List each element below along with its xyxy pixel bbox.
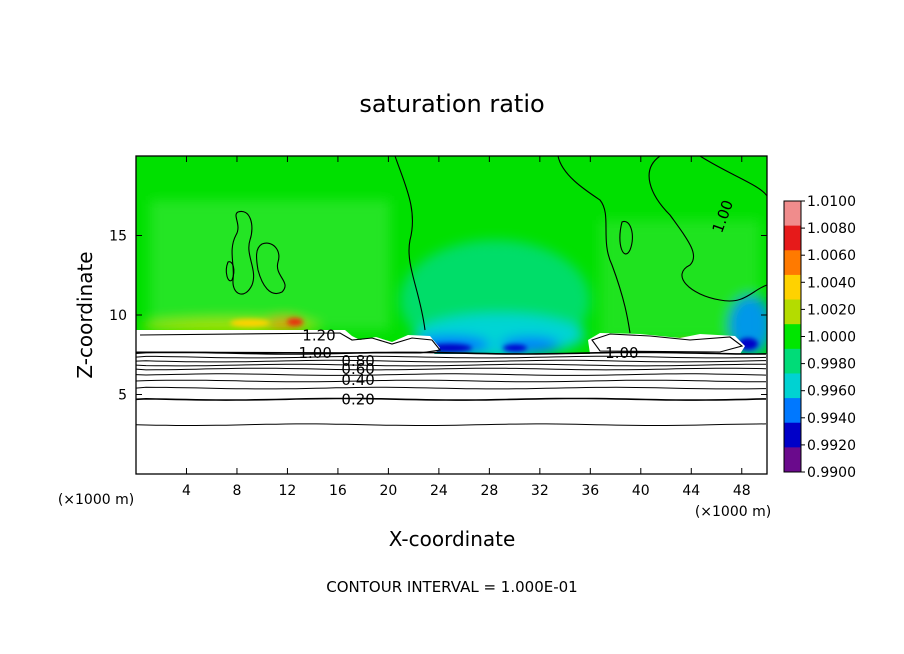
contour-1-00-left xyxy=(394,156,426,331)
layer-contour-line xyxy=(136,423,767,426)
x-tick-label: 20 xyxy=(379,483,397,499)
y-tick-label: 10 xyxy=(109,308,127,324)
colorbar-label: 1.0060 xyxy=(807,248,856,264)
colorbar-segment xyxy=(784,225,801,251)
colorbar-segment xyxy=(784,398,801,424)
layer-contour-line xyxy=(136,367,767,371)
colorbar-label: 0.9940 xyxy=(807,411,856,427)
x-axis: 4 8 12 16 20 24 28 32 36 40 44 48 xyxy=(182,156,751,499)
x-tick-label: 32 xyxy=(531,483,549,499)
contour-1-00-cloud-edge-right xyxy=(591,333,744,353)
colorbar-label: 1.0000 xyxy=(807,330,856,346)
contour-label: 1.00 xyxy=(299,344,332,362)
y-axis-label: Z-coordinate xyxy=(73,251,97,378)
colorbar-segment xyxy=(784,250,801,276)
colorbar-segment xyxy=(784,324,801,350)
contour-1-00-loop-1 xyxy=(231,210,255,295)
colorbar-label: 0.9900 xyxy=(807,465,856,481)
x-tick-label: 16 xyxy=(329,483,347,499)
contour-label: 0.60 xyxy=(341,360,374,378)
layer-contour-line xyxy=(136,351,767,355)
layer-contour-line xyxy=(136,355,767,359)
layer-contour-line xyxy=(136,397,767,401)
colorbar-segment xyxy=(784,201,801,227)
colorbar-segment xyxy=(784,373,801,399)
colorbar-segment xyxy=(784,447,801,473)
y-axis: 5 10 15 xyxy=(109,229,767,404)
x-unit-left: (×1000 m) xyxy=(58,492,134,508)
contour-labels: 1.201.00 0.800.600.400.201.001.00 xyxy=(299,198,737,409)
contour-1-00-upper-right xyxy=(699,156,767,197)
colorbar-label: 0.9980 xyxy=(807,357,856,373)
colorbar: 1.0100 1.0080 1.0060 1.0040 1.0020 1.0000 0.99… xyxy=(783,194,856,481)
contour-1-00-loop-4 xyxy=(619,220,633,255)
contour-label: 1.20 xyxy=(302,327,335,345)
x-tick-label: 8 xyxy=(232,483,241,499)
x-axis-label: X-coordinate xyxy=(389,527,516,551)
contour-label: 0.80 xyxy=(341,352,374,370)
white-lower-region xyxy=(136,354,767,474)
x-unit-right: (×1000 m) xyxy=(695,504,771,520)
lighter-green-patch xyxy=(150,200,390,330)
contour-1-00-loop-3 xyxy=(225,261,235,282)
y-tick-label: 5 xyxy=(118,388,127,404)
layer-contour-line xyxy=(136,363,766,367)
colorbar-label: 1.0020 xyxy=(807,302,856,318)
white-cloud-region-left xyxy=(136,330,440,356)
x-tick-label: 12 xyxy=(279,483,297,499)
layer-contour-line xyxy=(136,386,767,390)
colorbar-label: 0.9920 xyxy=(807,438,856,454)
colorbar-label: 1.0080 xyxy=(807,221,856,237)
colorbar-segment xyxy=(784,274,801,301)
contour-label: 1.00 xyxy=(605,344,638,362)
x-tick-label: 44 xyxy=(682,483,700,499)
layer-contour-line xyxy=(136,373,767,376)
colorbar-label: 1.0040 xyxy=(807,275,856,291)
contour-1-00-loop-2 xyxy=(255,242,286,294)
colorbar-segment xyxy=(784,348,801,374)
contour-1-00-cloud-edge-left xyxy=(136,332,442,354)
x-tick-label: 36 xyxy=(581,483,599,499)
x-tick-label: 40 xyxy=(632,483,650,499)
y-tick-label: 15 xyxy=(109,229,127,245)
contour-interval-text: CONTOUR INTERVAL = 1.000E-01 xyxy=(326,578,577,596)
colorbar-label: 0.9960 xyxy=(807,384,856,400)
layer-contours xyxy=(136,351,767,426)
contour-1-00-right xyxy=(648,156,767,302)
red-spot xyxy=(287,318,303,326)
layer-contour-line xyxy=(136,359,767,363)
chart-title: saturation ratio xyxy=(359,90,544,118)
contour-1-00-center xyxy=(557,156,631,334)
x-tick-label: 28 xyxy=(480,483,498,499)
dark-blue-core-2 xyxy=(503,344,527,352)
layer-contour-line xyxy=(136,379,766,383)
x-tick-label: 24 xyxy=(430,483,448,499)
colorbar-label: 1.0100 xyxy=(807,194,856,210)
x-tick-label: 4 xyxy=(182,483,191,499)
colorbar-segment xyxy=(784,299,801,325)
colorbar-segment xyxy=(784,422,801,448)
contour-label: 0.40 xyxy=(341,371,374,389)
plot-area xyxy=(136,156,767,474)
contour-label: 0.20 xyxy=(341,390,374,408)
yellow-spot xyxy=(230,319,270,327)
contour-lines xyxy=(136,156,767,354)
white-cloud-region-right xyxy=(588,333,745,354)
x-tick-label: 48 xyxy=(733,483,751,499)
